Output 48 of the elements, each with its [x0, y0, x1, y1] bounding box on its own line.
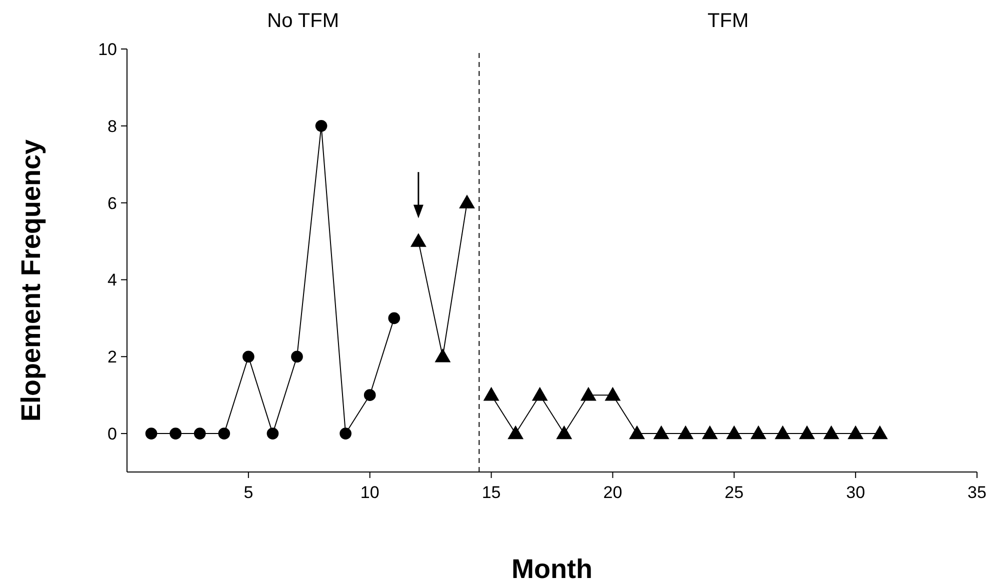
x-axis-title: Month	[512, 554, 592, 584]
point	[653, 425, 670, 440]
x-tick-label: 20	[603, 483, 622, 502]
point	[218, 428, 230, 440]
point	[872, 425, 888, 440]
point	[145, 428, 158, 440]
point	[508, 425, 524, 440]
point	[774, 425, 791, 440]
point	[604, 386, 621, 401]
y-tick-label: 10	[98, 40, 117, 59]
point	[702, 425, 718, 440]
point	[556, 425, 572, 440]
x-tick-label: 15	[482, 483, 501, 502]
point	[678, 425, 694, 440]
point	[483, 386, 500, 401]
y-axis-title: Elopement Frequency	[16, 139, 46, 422]
point	[291, 350, 303, 363]
x-tick-label: 35	[968, 483, 986, 502]
point	[629, 425, 645, 440]
point	[388, 312, 400, 324]
point	[799, 425, 815, 440]
point	[340, 428, 352, 440]
y-tick-label: 8	[108, 116, 117, 136]
point	[823, 425, 840, 440]
point	[364, 389, 376, 401]
point	[434, 348, 451, 362]
point	[242, 350, 254, 363]
y-tick-label: 0	[108, 424, 117, 444]
text: TFM	[708, 10, 749, 32]
text: No TFM	[267, 10, 339, 32]
point	[194, 428, 206, 440]
y-tick-label: 2	[108, 348, 117, 367]
point	[848, 425, 864, 440]
point	[459, 194, 475, 208]
point	[266, 428, 279, 440]
x-tick-label: 10	[360, 483, 380, 502]
x-tick-label: 30	[846, 483, 866, 502]
y-tick-label: 4	[108, 270, 117, 290]
point	[315, 120, 328, 132]
point	[580, 386, 596, 401]
x-tick-label: 25	[724, 483, 744, 502]
point	[410, 233, 426, 247]
point	[750, 425, 766, 440]
y-tick-label: 6	[108, 194, 117, 213]
point	[726, 425, 742, 440]
x-tick-label: 5	[244, 483, 254, 502]
point	[532, 386, 548, 401]
point	[170, 428, 182, 440]
